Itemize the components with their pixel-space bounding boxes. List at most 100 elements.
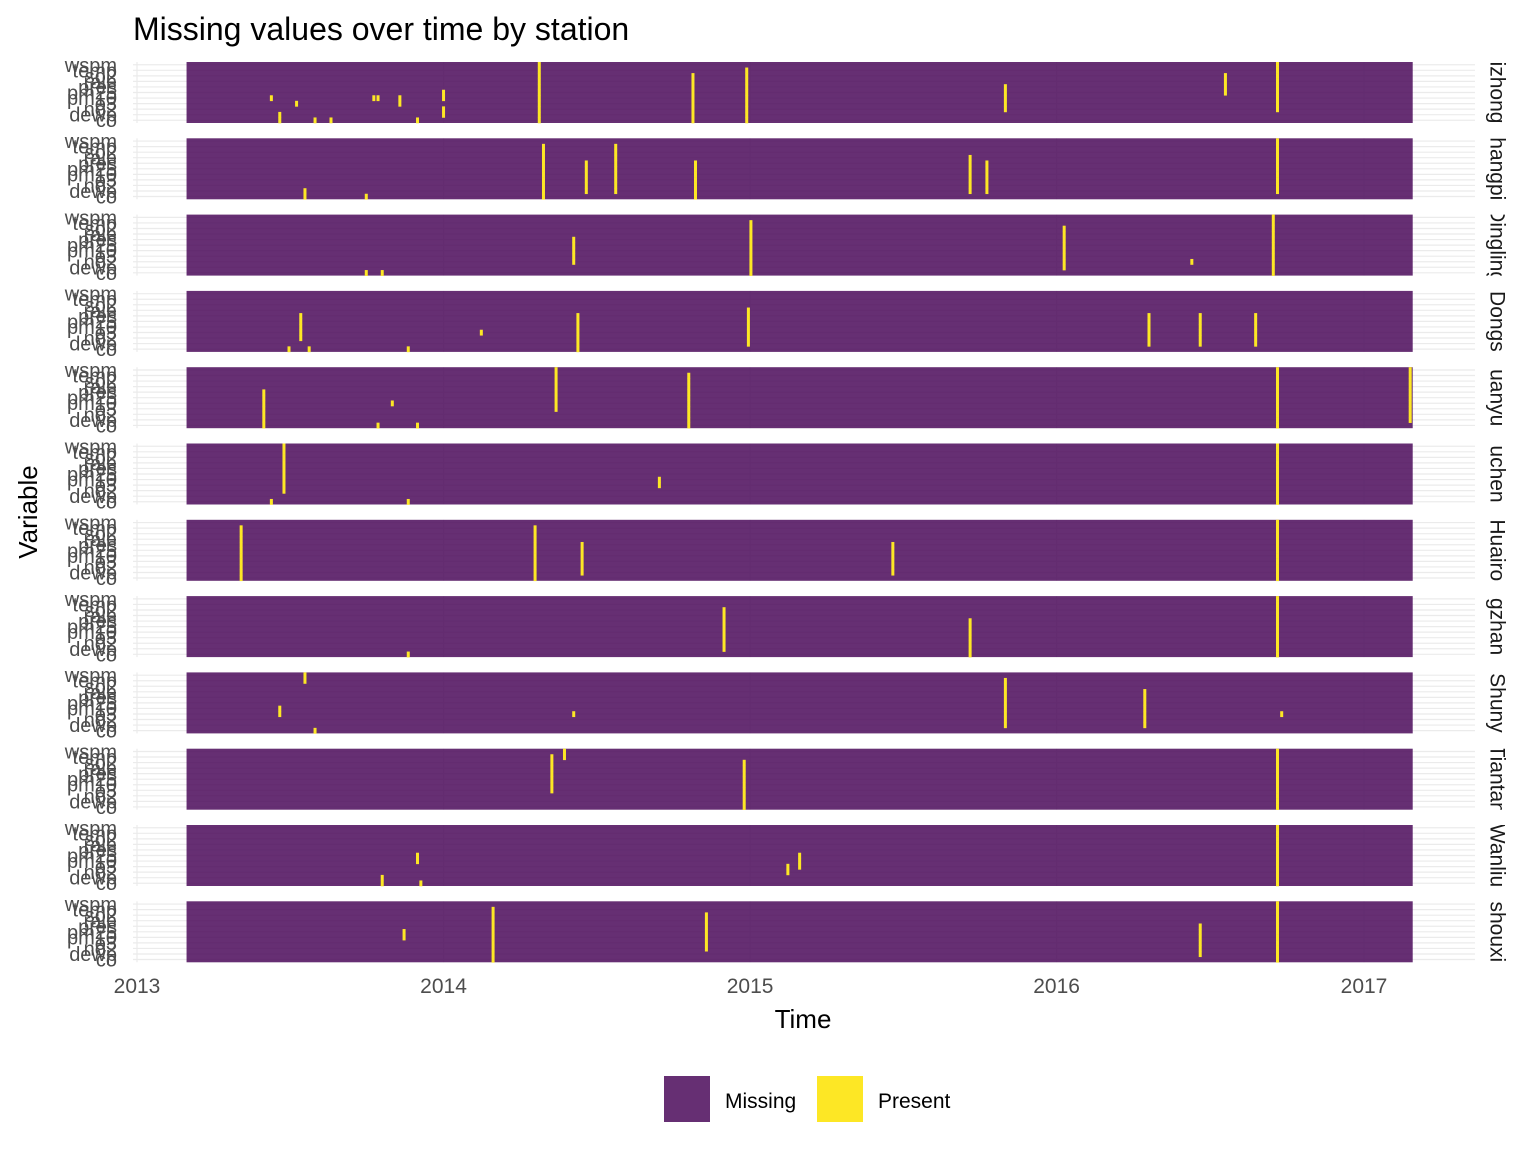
present-mark (1271, 236, 1275, 243)
y-tick-label: o3 (95, 551, 117, 573)
present-mark (687, 422, 691, 429)
present-mark (541, 171, 545, 178)
present-mark (1198, 329, 1202, 336)
legend-label: Missing (725, 1090, 796, 1113)
present-mark (364, 270, 368, 276)
y-tick-label: pm25 (67, 464, 117, 486)
y-tick-label: o3 (95, 628, 117, 650)
present-mark (1275, 367, 1279, 374)
present-mark (1275, 923, 1279, 930)
present-mark (1275, 759, 1279, 766)
present-mark (282, 454, 286, 461)
present-mark (572, 258, 576, 265)
present-mark (745, 117, 749, 124)
y-tick-label: so2 (85, 371, 117, 393)
present-mark (537, 100, 541, 107)
present-mark (239, 541, 243, 548)
present-mark (1275, 754, 1279, 761)
y-tick-label: pres (78, 611, 117, 633)
strip-label: gzhan (1486, 598, 1509, 655)
present-mark (746, 313, 750, 319)
y-tick-label: co (96, 492, 117, 514)
y-tick-label: pm25 (67, 311, 117, 333)
present-mark (554, 367, 558, 374)
y-tick-label: wspm (64, 207, 117, 229)
present-mark (262, 394, 266, 401)
y-tick-label: pm10 (67, 241, 117, 263)
present-mark (1275, 847, 1279, 854)
present-mark (704, 917, 708, 924)
present-mark (745, 73, 749, 79)
present-mark (380, 270, 384, 276)
y-tick-label: pres (78, 382, 117, 404)
present-mark (541, 182, 545, 189)
missing-tile (186, 367, 1413, 429)
y-tick-label: pm10 (67, 775, 117, 797)
present-mark (968, 182, 972, 189)
y-tick-label: wspm (64, 360, 117, 382)
y-tick-label: so2 (85, 753, 117, 775)
present-mark (1275, 89, 1279, 96)
present-mark (985, 171, 989, 178)
present-mark (416, 858, 420, 865)
present-mark (1275, 62, 1279, 68)
present-mark (722, 646, 726, 652)
present-mark (1275, 493, 1279, 500)
present-mark (562, 754, 566, 761)
present-mark (282, 471, 286, 478)
present-mark (1062, 225, 1066, 232)
present-mark (269, 95, 273, 102)
chart-title: Missing values over time by station (133, 11, 629, 47)
present-mark (1275, 547, 1279, 554)
present-mark (1003, 106, 1007, 113)
present-mark (1275, 73, 1279, 79)
y-tick-label: dewp (69, 334, 117, 356)
present-mark (239, 569, 243, 576)
present-mark (745, 100, 749, 107)
present-mark (554, 372, 558, 379)
missing-tile (186, 138, 1413, 200)
present-mark (554, 406, 558, 412)
present-mark (442, 95, 446, 102)
present-mark (742, 765, 746, 772)
present-mark (1408, 372, 1412, 379)
present-mark (746, 335, 750, 342)
present-mark (406, 346, 410, 353)
strip-label-group: hangpi (1486, 138, 1509, 199)
present-mark (704, 912, 708, 919)
present-mark (1275, 525, 1279, 532)
present-mark (537, 117, 541, 124)
strip-label: shouxi (1486, 901, 1509, 962)
present-mark (742, 770, 746, 777)
y-tick-label: pm10 (67, 317, 117, 339)
x-axis: 2013 2014 2015 2016 2017 (114, 975, 1388, 998)
present-mark (1275, 770, 1279, 777)
present-mark (1275, 394, 1279, 401)
present-mark (722, 640, 726, 647)
present-mark (968, 177, 972, 183)
present-mark (1003, 100, 1007, 107)
present-mark (1275, 372, 1279, 379)
present-mark (704, 929, 708, 935)
y-tick-label: so2 (85, 218, 117, 240)
y-tick-label: so2 (85, 447, 117, 469)
present-mark (1408, 389, 1412, 396)
y-axis-label: Variable (13, 465, 43, 558)
present-mark (749, 264, 753, 271)
present-mark (1275, 171, 1279, 178)
y-tick-label: o3 (95, 170, 117, 192)
present-mark (398, 95, 402, 102)
present-mark (693, 166, 697, 172)
y-tick-label: pm25 (67, 693, 117, 715)
present-mark (554, 389, 558, 396)
y-tick-label: o3 (95, 246, 117, 268)
present-mark (722, 618, 726, 625)
present-mark (491, 951, 495, 958)
y-tick-label: no2 (84, 252, 117, 274)
present-mark (745, 111, 749, 118)
present-mark (533, 525, 537, 532)
present-mark (1275, 417, 1279, 423)
present-mark (1198, 340, 1202, 347)
